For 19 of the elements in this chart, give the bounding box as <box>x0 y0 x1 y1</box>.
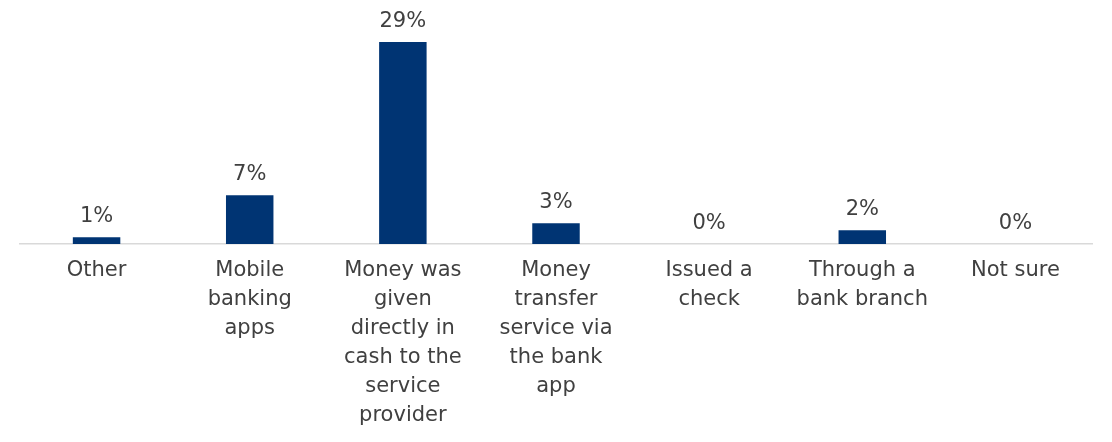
x-tick-label: Not sure <box>971 257 1060 282</box>
x-tick-label: Money was given directly in cash to the service provider <box>344 257 462 426</box>
data-label: 3% <box>539 189 573 214</box>
data-label: 7% <box>233 161 267 186</box>
data-label: 2% <box>845 196 879 221</box>
data-label: 29% <box>379 7 427 32</box>
data-label: 1% <box>79 203 114 228</box>
x-tick-label: Issued a check <box>665 257 753 311</box>
bar <box>72 237 121 245</box>
bar <box>225 195 274 245</box>
data-label: 0% <box>998 210 1033 235</box>
x-tick-label: Money transfer service via the bank app <box>499 257 613 397</box>
bar <box>532 223 580 245</box>
x-tick-label: Other <box>66 257 127 282</box>
data-label: 0% <box>692 210 726 235</box>
bar <box>838 230 887 245</box>
x-tick-label: Through a bank branch <box>796 257 928 311</box>
bar <box>379 42 427 245</box>
x-tick-label: Mobile banking apps <box>207 257 292 340</box>
